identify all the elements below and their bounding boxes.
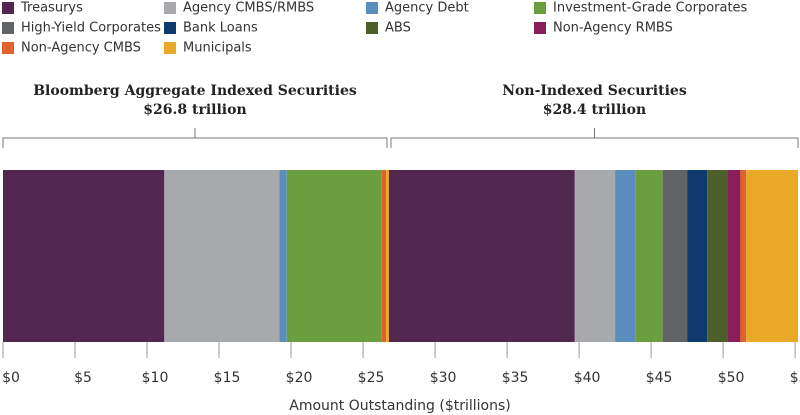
- legend-label: Municipals: [183, 41, 252, 56]
- bar-segment: [574, 170, 616, 342]
- bar-segment: [386, 170, 389, 342]
- x-tick-label: $55: [790, 370, 800, 386]
- legend-swatch: [366, 2, 378, 14]
- legend-label: Agency CMBS/RMBS: [183, 1, 314, 16]
- legend-label: Bank Loans: [183, 21, 258, 36]
- x-tick-label: $30: [430, 370, 457, 386]
- bar-segment: [727, 170, 741, 342]
- legend-label: Treasurys: [20, 1, 83, 16]
- group-total: $26.8 trillion: [143, 102, 246, 118]
- group-bracket: [390, 128, 799, 148]
- bar-segment: [164, 170, 280, 342]
- x-tick-label: $45: [646, 370, 673, 386]
- bar-segment: [279, 170, 287, 342]
- legend-label: High-Yield Corporates: [21, 21, 161, 36]
- legend-label: Agency Debt: [385, 1, 469, 16]
- x-tick-label: $0: [2, 370, 20, 386]
- legend-swatch: [2, 22, 14, 34]
- group-title: Non-Indexed Securities: [502, 83, 687, 99]
- legend-swatch: [366, 22, 378, 34]
- legend-swatch: [534, 2, 546, 14]
- group-title: Bloomberg Aggregate Indexed Securities: [33, 83, 357, 99]
- x-tick-label: $35: [502, 370, 529, 386]
- bar-segment: [746, 170, 798, 342]
- group-bracket: [2, 128, 388, 148]
- legend-swatch: [2, 42, 14, 54]
- x-tick-label: $5: [74, 370, 92, 386]
- x-tick-label: $50: [718, 370, 745, 386]
- group-total: $28.4 trillion: [543, 102, 646, 118]
- bar-segment: [286, 170, 382, 342]
- bar-segment: [388, 170, 575, 342]
- x-tick-label: $10: [142, 370, 169, 386]
- legend-label: Non-Agency CMBS: [21, 41, 141, 56]
- bar-segment: [662, 170, 688, 342]
- legend-swatch: [164, 22, 176, 34]
- bar-segment: [381, 170, 387, 342]
- legend-label: ABS: [385, 21, 411, 36]
- bar-segment: [635, 170, 663, 342]
- legend-swatch: [164, 2, 176, 14]
- legend-swatch: [2, 2, 14, 14]
- x-tick-label: $15: [214, 370, 241, 386]
- x-tick-label: $20: [286, 370, 313, 386]
- bar-segment: [687, 170, 708, 342]
- x-tick-label: $25: [358, 370, 385, 386]
- x-axis-label: Amount Outstanding ($trillions): [289, 398, 510, 414]
- x-tick-label: $40: [574, 370, 601, 386]
- bar-segment: [3, 170, 165, 342]
- legend-label: Investment-Grade Corporates: [553, 1, 748, 16]
- bar-segment: [740, 170, 747, 342]
- legend-swatch: [164, 42, 176, 54]
- legend-label: Non-Agency RMBS: [553, 21, 673, 36]
- bar-segment: [615, 170, 636, 342]
- legend-swatch: [534, 22, 546, 34]
- bar-segment: [707, 170, 728, 342]
